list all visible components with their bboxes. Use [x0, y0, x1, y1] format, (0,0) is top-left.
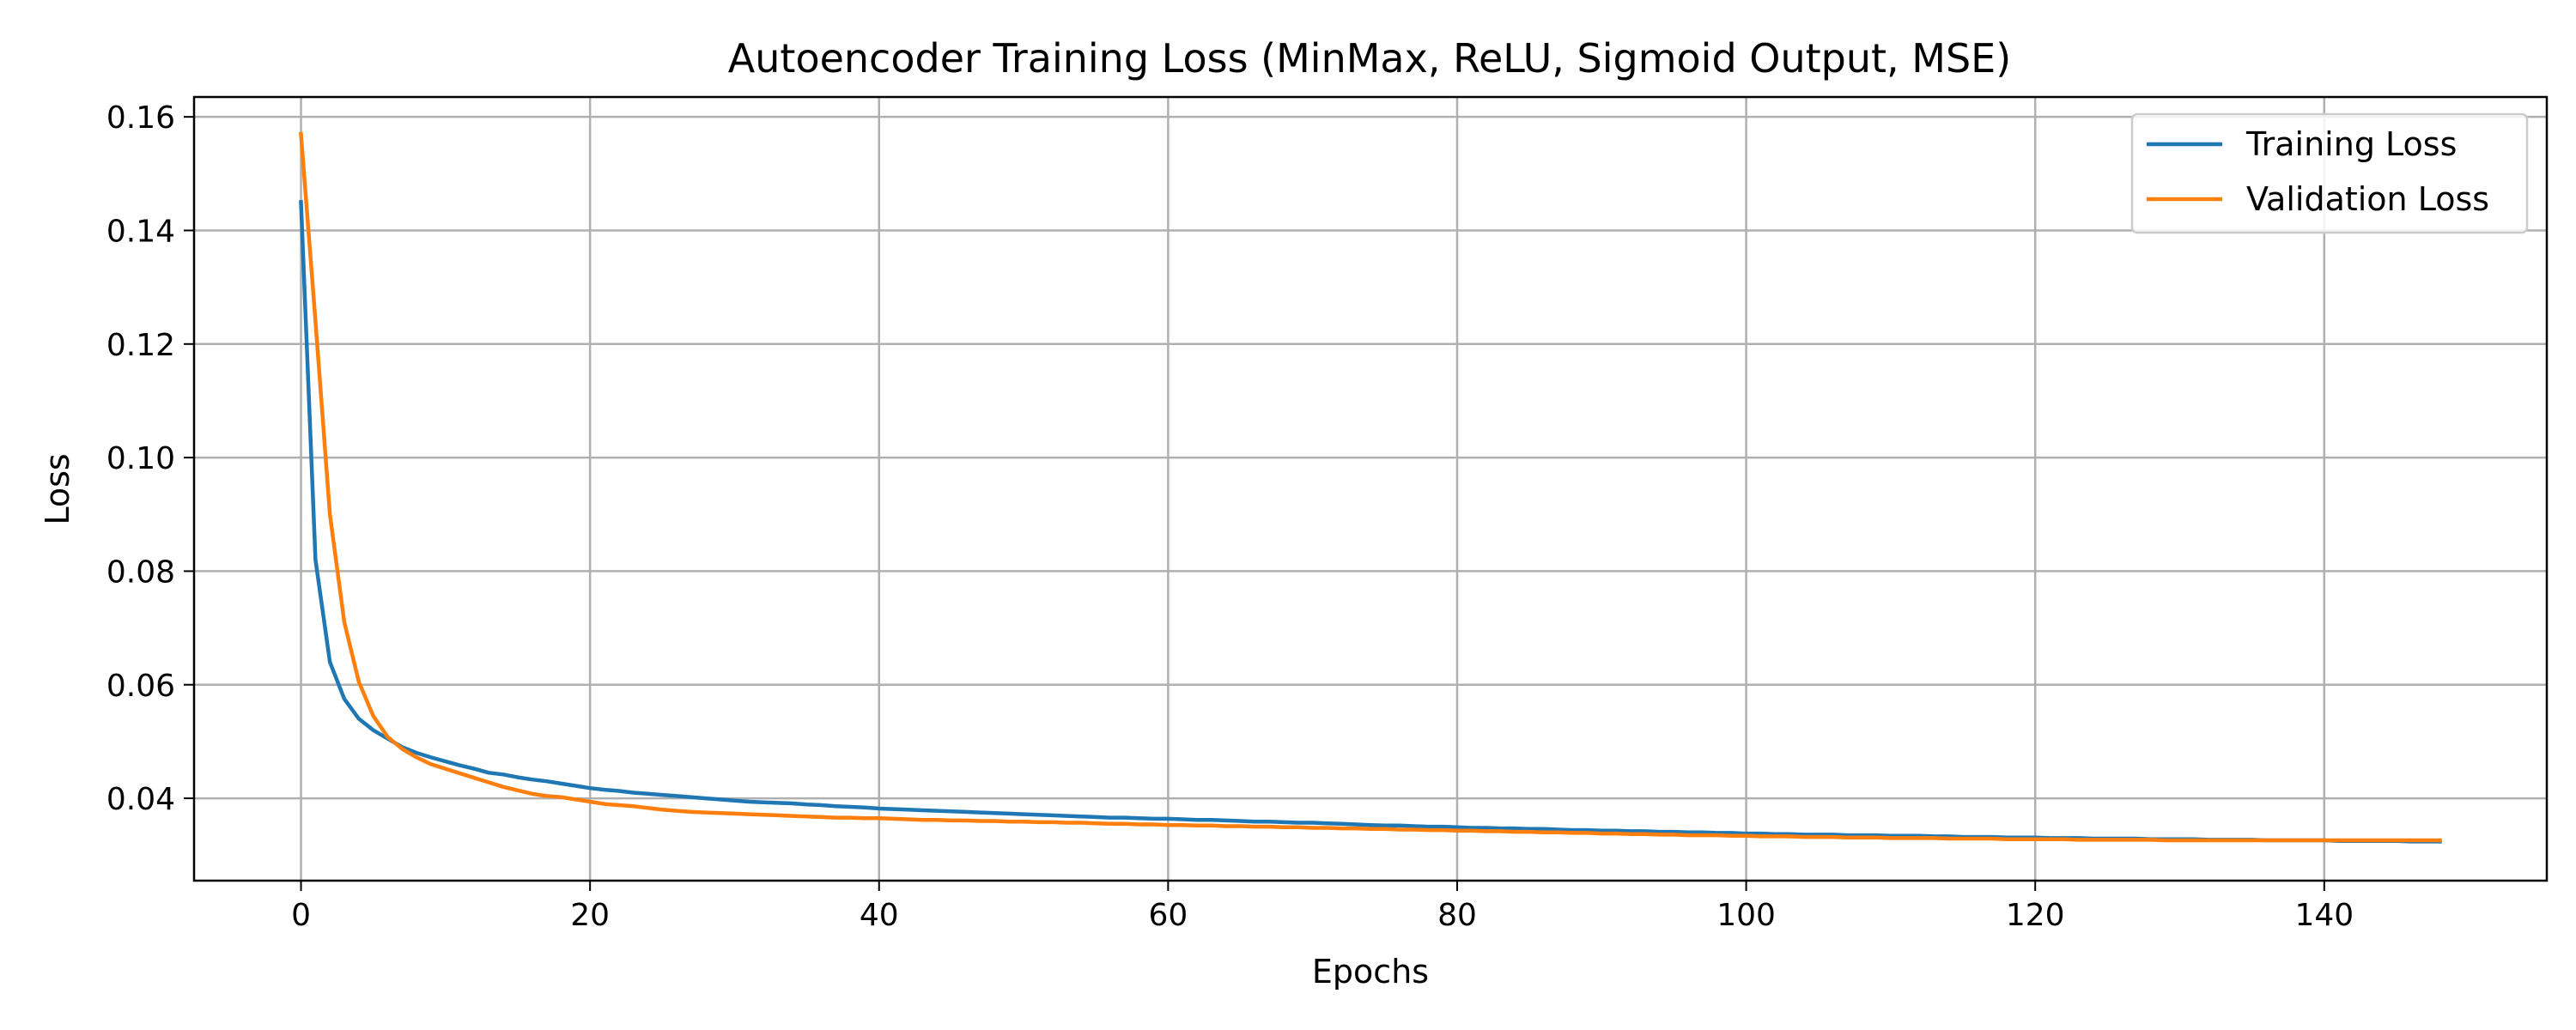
legend-label-validation-loss: Validation Loss [2246, 180, 2489, 218]
plot-frame [192, 95, 2549, 882]
series-lines [299, 131, 2442, 844]
x-tick-label: 80 [1437, 898, 1477, 933]
x-tick-label: 0 [291, 898, 311, 933]
y-tick-label: 0.08 [106, 554, 175, 590]
x-tick-label: 60 [1148, 898, 1188, 933]
y-tick-label: 0.06 [106, 669, 175, 704]
legend-label-training-loss: Training Loss [2245, 125, 2457, 163]
y-axis-label: Loss [39, 453, 76, 524]
legend: Training Loss Validation Loss [2130, 112, 2529, 234]
x-tick-label: 20 [570, 898, 610, 933]
chart-title: Autoencoder Training Loss (MinMax, ReLU,… [728, 35, 2011, 82]
y-tick-label: 0.14 [106, 214, 175, 249]
y-ticks: 0.04 0.06 0.08 0.10 0.12 0.14 0.16 [106, 100, 194, 817]
x-tick-label: 40 [860, 898, 899, 933]
x-tick-label: 100 [1716, 898, 1776, 933]
x-ticks: 0 20 40 60 80 100 120 140 [291, 881, 2354, 933]
y-tick-label: 0.16 [106, 100, 175, 136]
series-line-validation-loss [299, 131, 2442, 843]
x-axis-label: Epochs [1312, 953, 1429, 991]
y-tick-label: 0.10 [106, 441, 175, 476]
x-tick-label: 120 [2006, 898, 2065, 933]
y-tick-label: 0.04 [106, 782, 175, 817]
y-tick-label: 0.12 [106, 328, 175, 363]
x-tick-label: 140 [2294, 898, 2354, 933]
legend-box [2130, 112, 2529, 234]
